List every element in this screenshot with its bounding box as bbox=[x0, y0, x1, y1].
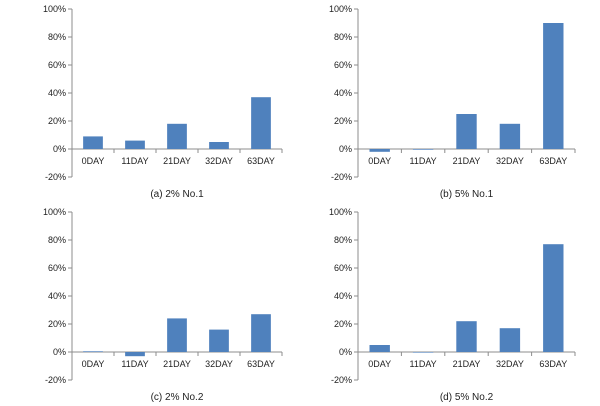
y-tick-label: 80% bbox=[334, 32, 352, 42]
x-tick-label: 63DAY bbox=[247, 156, 275, 166]
bar bbox=[543, 23, 564, 149]
bar bbox=[167, 123, 187, 149]
y-tick-label: -20% bbox=[45, 172, 66, 182]
x-tick-label: 21DAY bbox=[453, 156, 481, 166]
x-tick-label: 11DAY bbox=[410, 156, 437, 166]
x-tick-label: 32DAY bbox=[496, 156, 524, 166]
bar bbox=[369, 345, 390, 352]
x-tick-label: 11DAY bbox=[121, 156, 148, 166]
y-tick-label: 40% bbox=[48, 291, 66, 301]
bar bbox=[83, 351, 103, 352]
y-tick-label: 60% bbox=[334, 60, 352, 70]
bar bbox=[456, 321, 477, 352]
y-tick-label: 100% bbox=[329, 207, 352, 217]
y-tick-label: 40% bbox=[334, 291, 352, 301]
y-tick-label: 60% bbox=[48, 263, 66, 273]
y-tick-label: 20% bbox=[48, 116, 66, 126]
y-tick-label: 60% bbox=[334, 263, 352, 273]
x-tick-label: 21DAY bbox=[453, 359, 481, 369]
x-tick-label: 63DAY bbox=[539, 359, 567, 369]
bar bbox=[499, 123, 521, 149]
y-tick-label: 80% bbox=[48, 32, 66, 42]
chart-caption: (d) 5% No.2 bbox=[440, 392, 494, 403]
bar bbox=[209, 329, 229, 352]
chart-panel: -20% 0% 20% 40% 60% 80% 100% 0DAY 11DAY 21DAY 32DA… bbox=[329, 207, 576, 403]
x-tick-label: 32DAY bbox=[496, 359, 524, 369]
bar bbox=[412, 149, 434, 150]
y-tick-label: 0% bbox=[339, 347, 352, 357]
bar bbox=[251, 314, 271, 352]
chart-panel: -20% 0% 20% 40% 60% 80% 100% 0DAY 11DAY 21DAY 32DA… bbox=[43, 207, 283, 403]
bar bbox=[167, 318, 187, 352]
bar bbox=[456, 114, 477, 149]
bar bbox=[499, 328, 521, 352]
y-tick-label: 40% bbox=[48, 88, 66, 98]
y-tick-label: 20% bbox=[334, 116, 352, 126]
y-tick-label: -20% bbox=[331, 375, 352, 385]
bar bbox=[412, 352, 434, 353]
y-tick-label: -20% bbox=[45, 375, 66, 385]
y-tick-label: 20% bbox=[334, 319, 352, 329]
bar bbox=[369, 149, 390, 152]
chart-panel: -20% 0% 20% 40% 60% 80% 100% 0DAY 11DAY 21DAY 32DA… bbox=[329, 4, 576, 200]
bar bbox=[83, 136, 103, 149]
x-tick-label: 11DAY bbox=[121, 359, 148, 369]
y-tick-label: 20% bbox=[48, 319, 66, 329]
y-tick-label: 0% bbox=[53, 347, 66, 357]
y-tick-label: 100% bbox=[329, 4, 352, 14]
chart-caption: (c) 2% No.2 bbox=[151, 392, 204, 403]
bar bbox=[125, 352, 145, 357]
y-tick-label: 40% bbox=[334, 88, 352, 98]
bar bbox=[251, 97, 271, 149]
y-tick-label: 100% bbox=[43, 207, 66, 217]
chart-panel: -20% 0% 20% 40% 60% 80% 100% 0DAY 11DAY 21DAY 32DA… bbox=[43, 4, 283, 200]
x-tick-label: 11DAY bbox=[410, 359, 437, 369]
x-tick-label: 21DAY bbox=[163, 156, 191, 166]
x-tick-label: 0DAY bbox=[82, 359, 105, 369]
x-tick-label: 0DAY bbox=[368, 156, 391, 166]
x-tick-label: 63DAY bbox=[247, 359, 275, 369]
x-tick-label: 63DAY bbox=[539, 156, 567, 166]
bar bbox=[209, 142, 229, 149]
y-tick-label: 0% bbox=[53, 144, 66, 154]
bar bbox=[125, 140, 145, 149]
y-tick-label: -20% bbox=[331, 172, 352, 182]
x-tick-label: 32DAY bbox=[205, 156, 233, 166]
x-tick-label: 0DAY bbox=[368, 359, 391, 369]
y-tick-label: 60% bbox=[48, 60, 66, 70]
bar bbox=[543, 244, 564, 352]
y-tick-label: 0% bbox=[339, 144, 352, 154]
x-tick-label: 0DAY bbox=[82, 156, 105, 166]
y-tick-label: 100% bbox=[43, 4, 66, 14]
x-tick-label: 32DAY bbox=[205, 359, 233, 369]
x-tick-label: 21DAY bbox=[163, 359, 191, 369]
y-tick-label: 80% bbox=[48, 235, 66, 245]
chart-caption: (a) 2% No.1 bbox=[150, 189, 204, 200]
chart-caption: (b) 5% No.1 bbox=[440, 189, 494, 200]
y-tick-label: 80% bbox=[334, 235, 352, 245]
